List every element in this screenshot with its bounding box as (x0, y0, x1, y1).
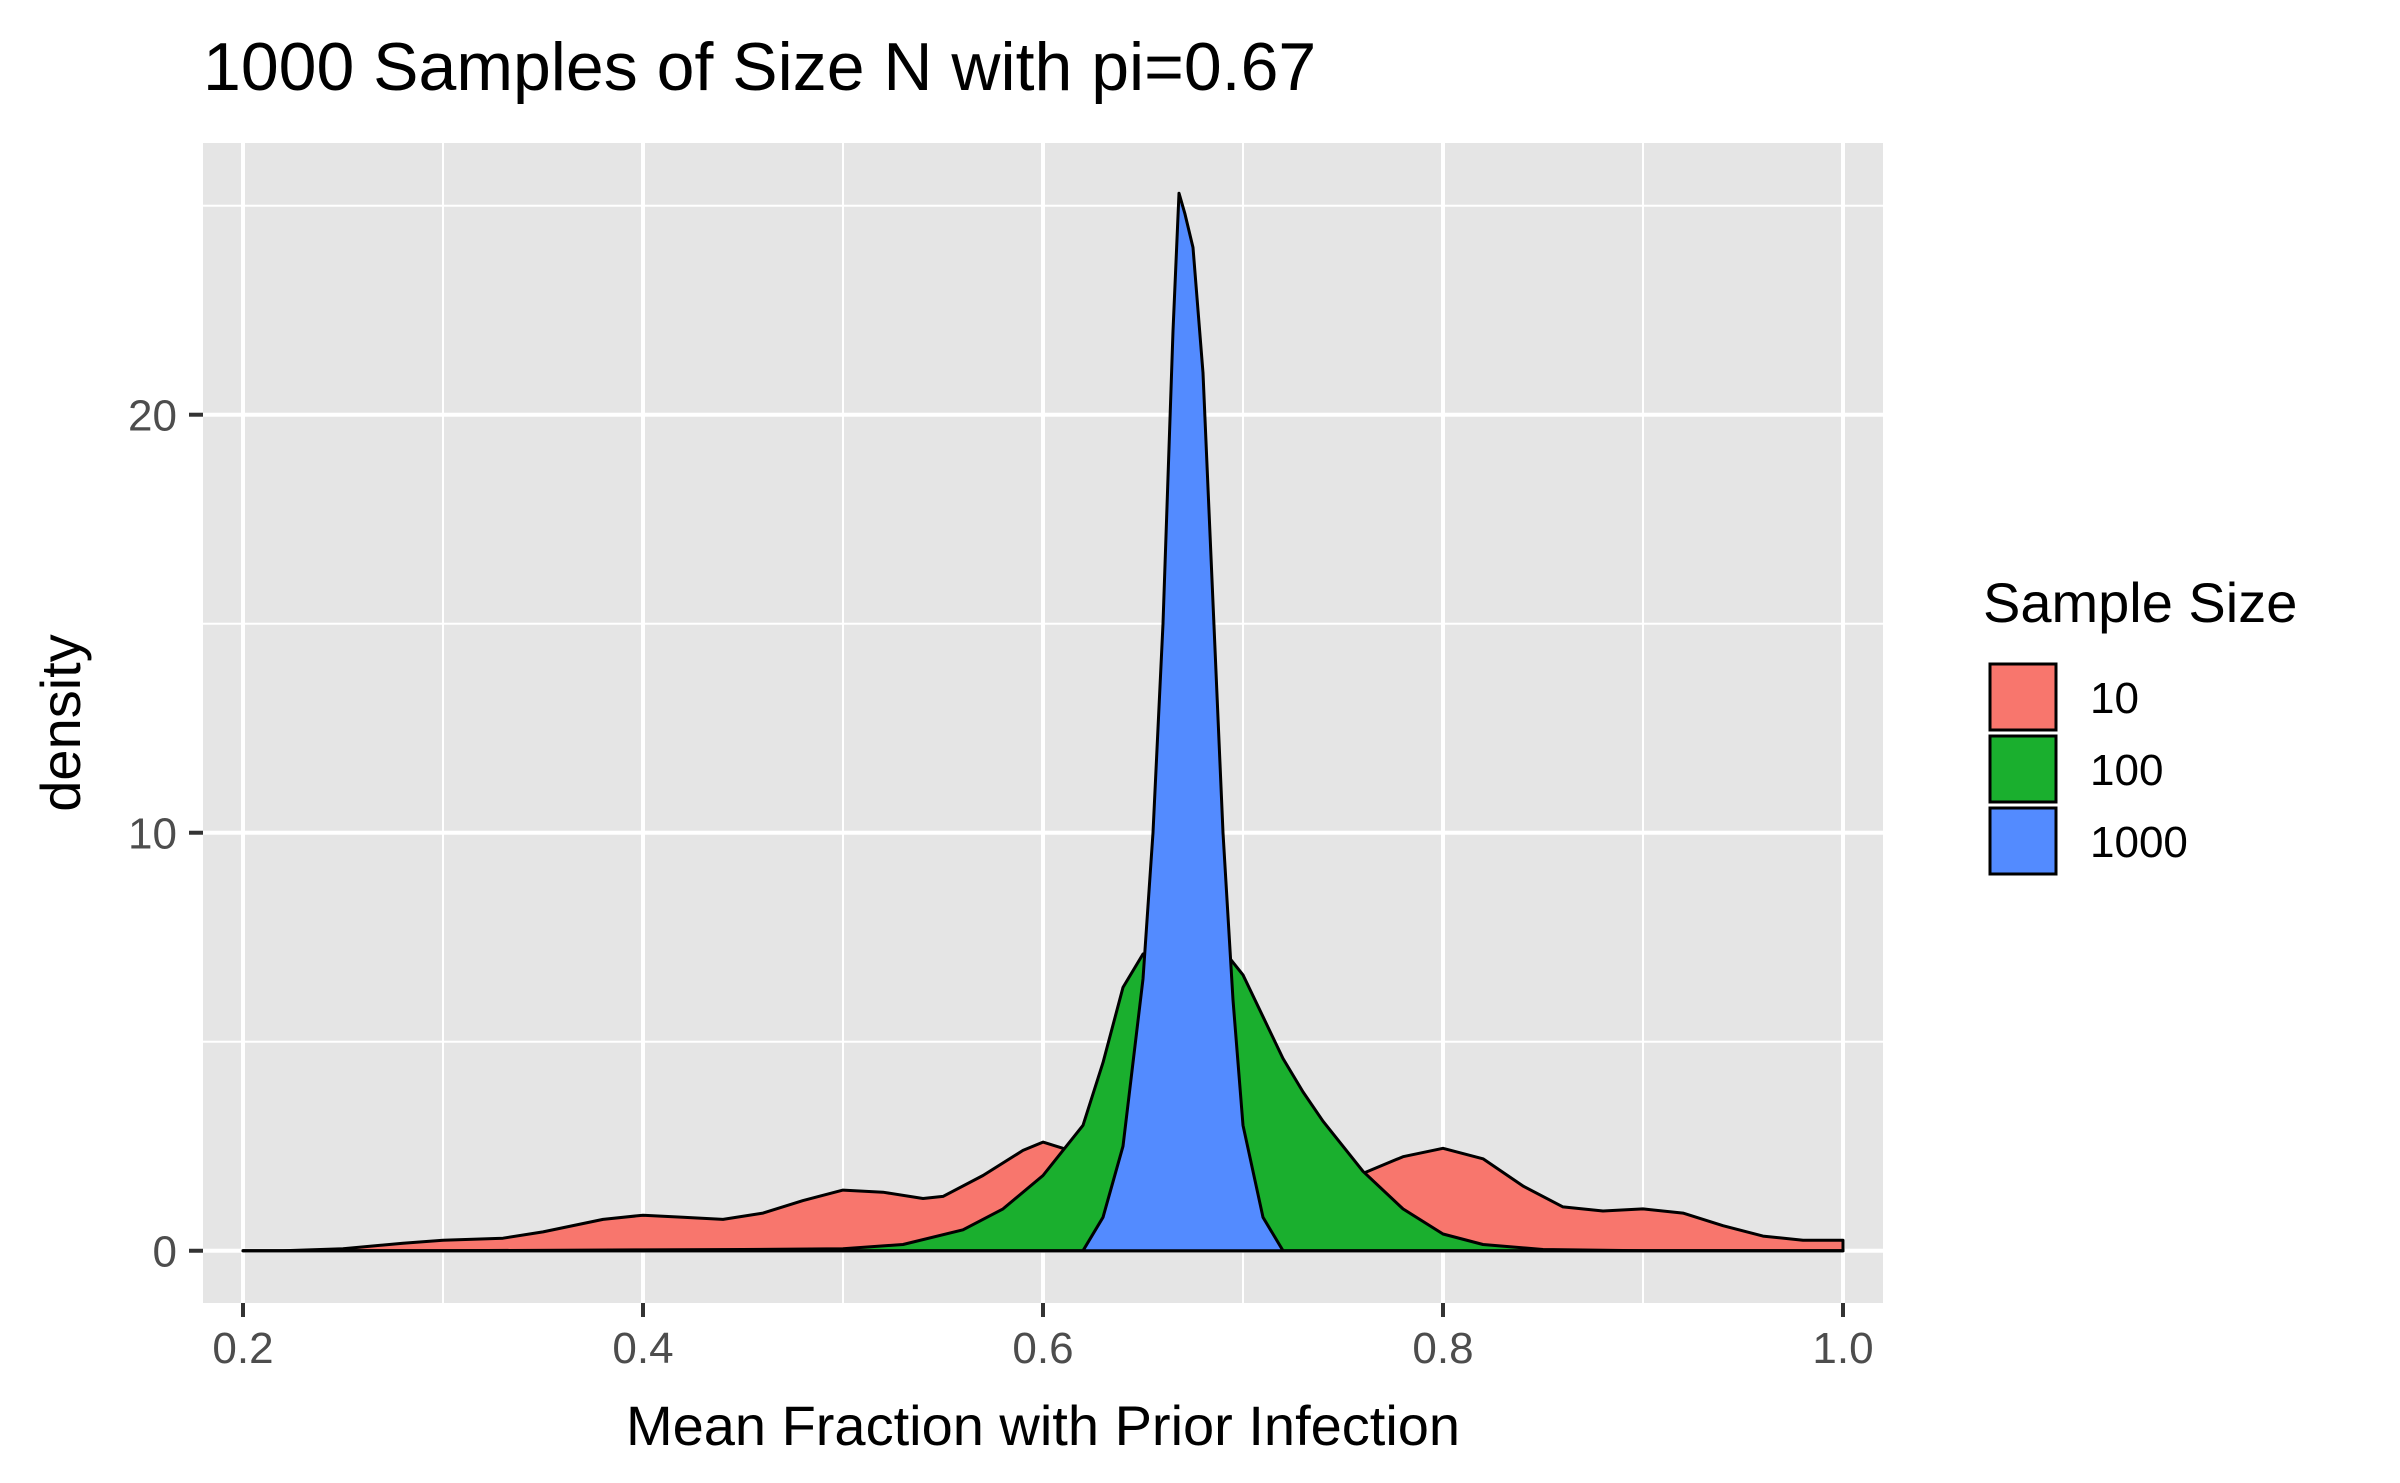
x-tick-label: 0.6 (1012, 1324, 1073, 1373)
x-axis-title: Mean Fraction with Prior Infection (626, 1394, 1460, 1457)
legend-key-1000 (1988, 806, 2058, 876)
legend-label-10: 10 (2090, 674, 2139, 723)
legend-key-10 (1988, 662, 2058, 732)
legend-items: 10 100 1000 (1988, 662, 2188, 876)
density-areas (241, 191, 1845, 1253)
major-gridlines (203, 143, 1883, 1303)
x-axis: 0.2 0.4 0.6 0.8 1.0 (212, 1303, 1874, 1373)
y-axis-title: density (29, 634, 92, 811)
legend-label-100: 100 (2090, 746, 2163, 795)
legend-title: Sample Size (1983, 571, 2297, 634)
density-area-1000 (241, 191, 1845, 1253)
y-tick-label: 20 (128, 392, 177, 441)
legend-key-100 (1988, 734, 2058, 804)
chart-title: 1000 Samples of Size N with pi=0.67 (203, 29, 1316, 105)
y-axis: 0 10 20 (128, 392, 203, 1277)
y-tick-label: 0 (153, 1228, 177, 1277)
legend: Sample Size 10 100 1000 (1983, 571, 2297, 876)
y-tick-label: 10 (128, 810, 177, 859)
x-tick-label: 0.4 (612, 1324, 673, 1373)
x-tick-label: 1.0 (1812, 1324, 1873, 1373)
x-tick-label: 0.8 (1412, 1324, 1473, 1373)
legend-label-1000: 1000 (2090, 818, 2188, 867)
x-tick-label: 0.2 (212, 1324, 273, 1373)
